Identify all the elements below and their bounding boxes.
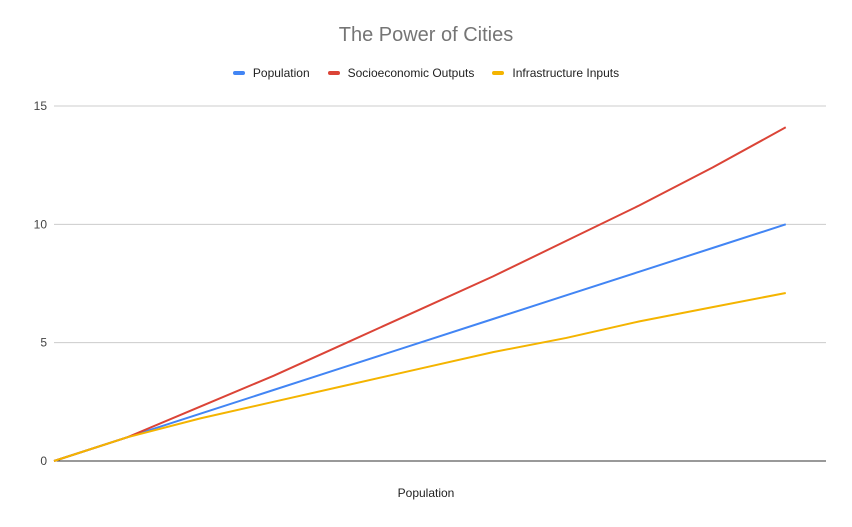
x-axis-title: Population	[397, 486, 455, 500]
y-tick-label-0: 0	[40, 454, 47, 468]
chart-title: The Power of Cities	[338, 24, 514, 46]
legend-item-socioeconomic-outputs[interactable]: Socioeconomic Outputs	[327, 66, 475, 80]
y-tick-label-15: 15	[34, 99, 48, 113]
y-tick-label-10: 10	[34, 217, 48, 231]
series-line-socioeconomic-outputs[interactable]	[53, 126, 787, 462]
series-line-population[interactable]	[53, 223, 787, 462]
legend-label-population: Population	[252, 66, 310, 80]
legend-swatch-socioeconomic-outputs	[327, 71, 340, 75]
legend-swatch-population	[232, 71, 245, 75]
series-line-infrastructure-inputs[interactable]	[53, 291, 786, 462]
legend-item-population[interactable]: Population	[232, 66, 310, 80]
legend: Population Socioeconomic Outputs Infrast…	[0, 66, 852, 80]
y-tick-label-5: 5	[40, 336, 47, 350]
legend-label-infrastructure-inputs: Infrastructure Inputs	[512, 66, 620, 80]
legend-swatch-infrastructure-inputs	[492, 71, 505, 75]
legend-label-socioeconomic-outputs: Socioeconomic Outputs	[347, 66, 475, 80]
legend-item-infrastructure-inputs[interactable]: Infrastructure Inputs	[492, 66, 619, 80]
